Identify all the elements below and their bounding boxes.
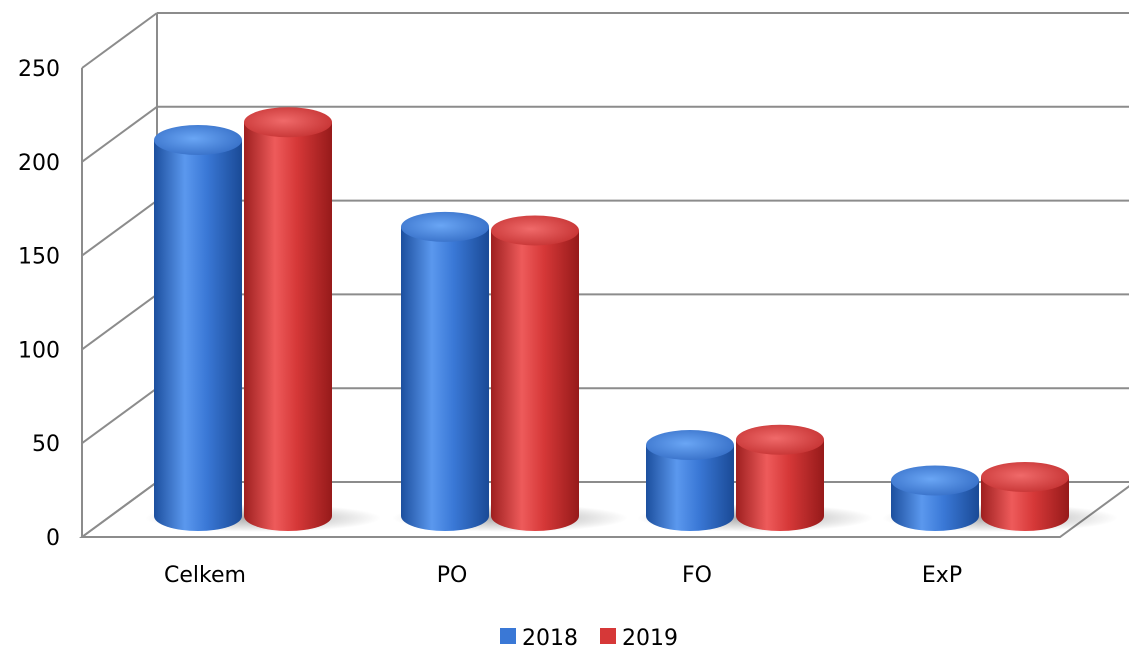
side-gridline bbox=[81, 199, 158, 257]
bar-top bbox=[981, 461, 1069, 492]
bar-2019-ExP bbox=[981, 461, 1069, 531]
side-gridline bbox=[81, 293, 158, 351]
y-tick-label: 150 bbox=[18, 245, 60, 270]
side-gridline bbox=[81, 387, 158, 445]
bar-top bbox=[244, 107, 332, 138]
bar-2019-FO bbox=[736, 424, 824, 531]
legend-label: 2018 bbox=[522, 626, 578, 647]
bar-body bbox=[401, 226, 489, 532]
bar-2018-FO bbox=[646, 430, 734, 531]
x-tick-label: FO bbox=[682, 563, 712, 588]
y-tick-label: 200 bbox=[18, 151, 60, 176]
y-tick-label: 100 bbox=[18, 338, 60, 363]
bar-body bbox=[491, 230, 579, 532]
bar-top bbox=[491, 215, 579, 246]
x-tick-label: ExP bbox=[922, 563, 962, 588]
y-tick-label: 0 bbox=[46, 526, 60, 551]
legend-label: 2019 bbox=[622, 626, 678, 647]
side-gridline bbox=[81, 481, 158, 538]
bar-body bbox=[646, 445, 734, 531]
bar-body bbox=[736, 439, 824, 531]
bar-top bbox=[154, 125, 242, 155]
side-gridline bbox=[81, 105, 158, 163]
bar-body bbox=[154, 140, 242, 531]
legend: 2018 2019 bbox=[500, 626, 678, 651]
x-tick-label: Celkem bbox=[164, 563, 246, 588]
y-axis-ticks: 0 50 100 150 200 250 bbox=[18, 57, 60, 551]
y-tick-label: 250 bbox=[18, 57, 60, 82]
bar-2018-PO bbox=[401, 211, 489, 532]
bar-2018-ExP bbox=[891, 465, 979, 531]
side-gridline bbox=[81, 12, 158, 69]
bar-top bbox=[646, 430, 734, 461]
bar-top bbox=[401, 211, 489, 242]
bar-top bbox=[891, 465, 979, 496]
y-tick-label: 50 bbox=[32, 432, 60, 457]
bar-2018-Celkem bbox=[154, 125, 242, 531]
legend-swatch-2019 bbox=[600, 628, 616, 644]
bar-2019-PO bbox=[491, 215, 579, 532]
x-axis-labels: Celkem PO FO ExP bbox=[164, 563, 962, 588]
bar-body bbox=[244, 122, 332, 531]
bar-body bbox=[981, 476, 1069, 531]
x-tick-label: PO bbox=[437, 563, 468, 588]
legend-swatch-2018 bbox=[500, 628, 516, 644]
bars bbox=[145, 107, 1118, 532]
bar-2019-Celkem bbox=[244, 107, 332, 531]
bar-top bbox=[736, 424, 824, 455]
